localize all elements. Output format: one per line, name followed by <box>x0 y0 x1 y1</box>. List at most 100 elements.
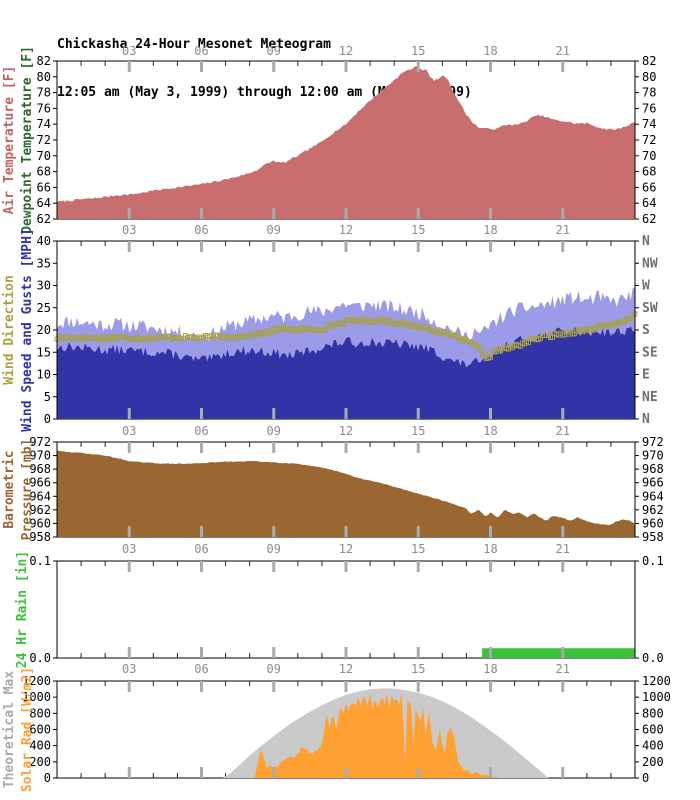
y-tick-label-left: 40 <box>37 234 51 248</box>
x-tick-label: 18 <box>483 424 497 438</box>
y-tick-label-right: 62 <box>642 212 656 226</box>
y-tick-label-left: 64 <box>37 196 51 210</box>
solar-radiation-area <box>254 693 499 778</box>
y-tick-label-left: 80 <box>37 70 51 84</box>
x-axis-label-row-4: 03 06 09 12 15 18 21 <box>122 662 570 676</box>
y-tick-label-right: 1200 <box>642 674 671 688</box>
x-tick-label: 12 <box>339 662 353 676</box>
y-tick-label-left: 0 <box>44 412 51 426</box>
y-tick-label-left: 800 <box>29 706 51 720</box>
y-tick-label-right: SW <box>642 301 658 316</box>
y-tick-label-left: 972 <box>29 435 51 449</box>
x-axis-label-row-2: 03 06 09 12 15 18 21 <box>122 424 570 438</box>
y-tick-label-left: 78 <box>37 86 51 100</box>
x-tick-label: 15 <box>411 44 425 58</box>
y-tick-label-right: 958 <box>642 530 664 544</box>
y-tick-label-left: 10 <box>37 368 51 382</box>
x-tick-label: 21 <box>556 662 570 676</box>
y-tick-label-left: 35 <box>37 256 51 270</box>
y-tick-label-left: 0.0 <box>29 651 51 665</box>
x-tick-label: 03 <box>122 44 136 58</box>
y-tick-label-right: 66 <box>642 180 656 194</box>
barometric-pressure-area <box>57 450 635 537</box>
y-tick-label-right: 800 <box>642 706 664 720</box>
x-tick-label: 09 <box>267 542 281 556</box>
y-tick-label-right: 600 <box>642 723 664 737</box>
y-tick-label-right: 970 <box>642 449 664 463</box>
y-tick-label-left: 1000 <box>22 690 51 704</box>
y-tick-label-right: 1000 <box>642 690 671 704</box>
y-tick-label-right: 962 <box>642 503 664 517</box>
wind-direction-marker <box>477 346 483 352</box>
y-tick-label-right: SE <box>642 345 658 360</box>
x-tick-label: 21 <box>556 424 570 438</box>
y-tick-label-left: 70 <box>37 149 51 163</box>
axis-title-wind-1: Wind Speed and Gusts [MPH] <box>20 228 35 432</box>
x-tick-label: 15 <box>411 424 425 438</box>
y-tick-label-right: 960 <box>642 516 664 530</box>
wind-direction-marker <box>487 354 493 360</box>
y-tick-label-right: NE <box>642 390 658 405</box>
y-tick-label-left: 30 <box>37 279 51 293</box>
axis-title-air-temperature-0: Air Temperature [F] <box>2 66 17 215</box>
y-tick-label-right: 82 <box>642 54 656 68</box>
axis-title-wind-0: Wind Direction <box>2 275 17 385</box>
y-tick-label-left: 0.1 <box>29 554 51 568</box>
x-tick-label: 03 <box>122 424 136 438</box>
y-tick-label-left: 960 <box>29 516 51 530</box>
x-tick-label: 18 <box>483 223 497 237</box>
x-tick-label: 12 <box>339 424 353 438</box>
y-tick-label-right: 78 <box>642 86 656 100</box>
y-tick-label-right: 400 <box>642 739 664 753</box>
x-tick-label: 03 <box>122 542 136 556</box>
y-tick-label-left: 968 <box>29 462 51 476</box>
y-tick-label-right: 966 <box>642 476 664 490</box>
x-tick-label: 18 <box>483 44 497 58</box>
y-tick-label-left: 958 <box>29 530 51 544</box>
y-tick-label-right: 68 <box>642 165 656 179</box>
y-tick-label-left: 20 <box>37 323 51 337</box>
y-tick-label-right: 200 <box>642 755 664 769</box>
y-tick-label-left: 0 <box>44 771 51 785</box>
y-tick-label-right: W <box>642 279 650 294</box>
x-tick-label: 21 <box>556 223 570 237</box>
y-tick-label-left: 964 <box>29 489 51 503</box>
y-tick-label-right: 0.0 <box>642 651 664 665</box>
y-tick-label-right: 972 <box>642 435 664 449</box>
x-tick-label: 06 <box>194 542 208 556</box>
y-tick-label-right: 968 <box>642 462 664 476</box>
y-tick-label-left: 600 <box>29 723 51 737</box>
y-tick-label-right: N <box>642 234 650 249</box>
y-tick-label-left: 66 <box>37 180 51 194</box>
air-temperature-area <box>57 66 635 220</box>
x-tick-label: 06 <box>194 223 208 237</box>
y-tick-label-right: 70 <box>642 149 656 163</box>
y-tick-label-left: 62 <box>37 212 51 226</box>
y-tick-label-right: 0 <box>642 771 649 785</box>
x-tick-label: 18 <box>483 662 497 676</box>
y-tick-label-right: E <box>642 368 650 383</box>
x-tick-label: 18 <box>483 542 497 556</box>
x-tick-label: 03 <box>122 223 136 237</box>
x-tick-label: 21 <box>556 542 570 556</box>
x-tick-label: 06 <box>194 44 208 58</box>
y-tick-label-left: 970 <box>29 449 51 463</box>
panel-wind: 0 N 5 NE 10 E 15 SE 20 S 25 SW 30 W 35 NW 40 N Wind Direct… <box>2 228 658 432</box>
x-tick-label: 12 <box>339 44 353 58</box>
x-tick-label: 03 <box>122 662 136 676</box>
y-tick-label-left: 76 <box>37 101 51 115</box>
x-tick-label: 06 <box>194 424 208 438</box>
axis-title-air-temperature-1: Dewpoint Temperature [F] <box>20 46 35 234</box>
y-tick-label-left: 82 <box>37 54 51 68</box>
x-tick-label: 12 <box>339 542 353 556</box>
y-tick-label-left: 966 <box>29 476 51 490</box>
y-tick-label-right: 0.1 <box>642 554 664 568</box>
y-tick-label-right: 64 <box>642 196 656 210</box>
x-tick-label: 06 <box>194 662 208 676</box>
y-tick-label-left: 68 <box>37 165 51 179</box>
panel-solar: 0 0 200 200 400 400 600 600 800 800 1000 1000 1200 12… <box>2 667 671 792</box>
